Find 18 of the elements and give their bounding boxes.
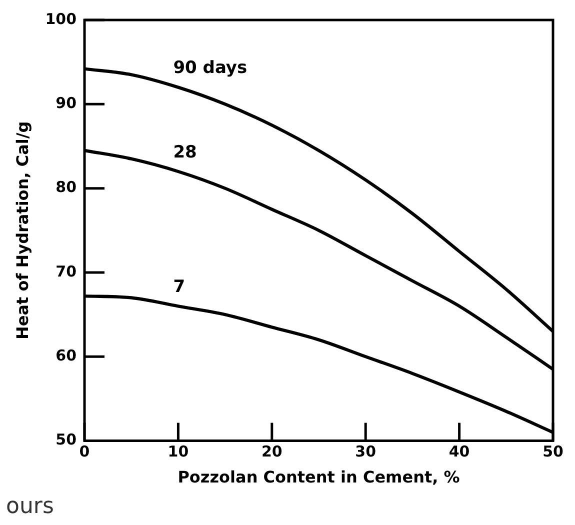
x-tick-label: 0 xyxy=(79,442,90,461)
y-axis-title: Heat of Hydration, Cal/g xyxy=(12,121,32,340)
x-tick-label: 10 xyxy=(168,442,189,461)
x-axis-title: Pozzolan Content in Cement, % xyxy=(178,468,460,487)
x-tick-label: 30 xyxy=(355,442,376,461)
series-label: 7 xyxy=(173,277,186,298)
y-tick-label: 100 xyxy=(45,10,77,28)
x-tick-label: 20 xyxy=(261,442,282,461)
series-label: 90 days xyxy=(173,58,248,78)
y-tick-label: 80 xyxy=(56,178,77,196)
y-tick-label: 50 xyxy=(56,430,77,449)
y-tick-label: 70 xyxy=(56,262,77,280)
text: ours xyxy=(6,494,54,519)
series-label: 28 xyxy=(173,142,197,162)
x-tick-label: 50 xyxy=(542,442,564,461)
y-tick-label: 60 xyxy=(56,346,77,365)
x-tick-label: 40 xyxy=(448,442,470,461)
y-tick-label: 90 xyxy=(56,94,77,112)
